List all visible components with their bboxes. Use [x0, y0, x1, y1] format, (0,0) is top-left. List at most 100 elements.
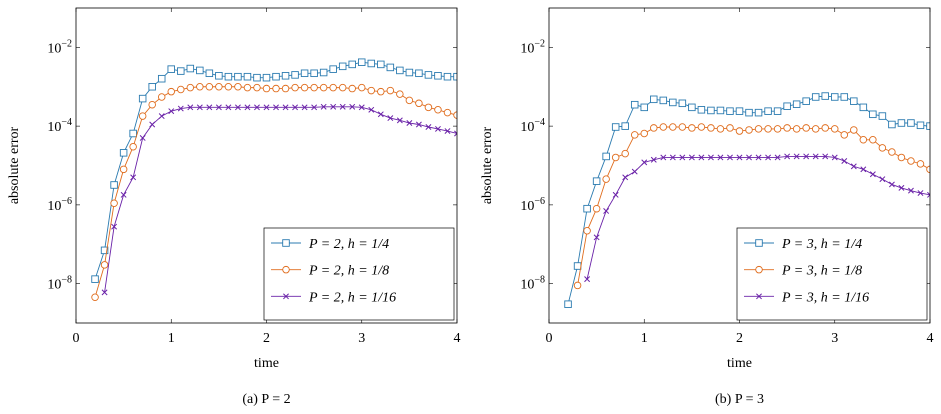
marker	[650, 95, 658, 104]
marker	[119, 149, 128, 157]
marker	[907, 119, 915, 127]
marker	[716, 125, 725, 133]
marker	[272, 72, 280, 81]
marker	[349, 103, 356, 110]
x-tick-label: 3	[358, 331, 365, 346]
marker	[659, 123, 668, 131]
marker	[850, 97, 858, 105]
y-tick-label: 10−2	[520, 38, 545, 56]
marker	[678, 99, 687, 108]
marker	[897, 119, 906, 127]
marker	[148, 82, 156, 91]
marker	[926, 165, 930, 174]
x-tick-label: 0	[73, 331, 80, 346]
marker	[792, 125, 801, 133]
legend-marker	[282, 265, 290, 274]
marker	[773, 125, 782, 133]
marker	[215, 104, 222, 111]
marker	[869, 136, 877, 144]
marker	[111, 223, 118, 230]
legend-label: P = 3, h = 1/16	[781, 290, 869, 305]
marker	[926, 122, 930, 130]
marker	[821, 92, 829, 100]
marker	[831, 93, 839, 101]
marker	[631, 168, 638, 175]
marker	[263, 104, 270, 111]
marker	[358, 104, 365, 111]
marker	[927, 191, 930, 198]
marker	[727, 154, 733, 161]
marker	[225, 104, 232, 111]
marker	[224, 72, 233, 81]
marker	[434, 72, 442, 80]
marker	[338, 62, 347, 71]
series-group	[564, 92, 930, 308]
marker	[311, 104, 318, 111]
marker	[869, 110, 877, 119]
marker	[319, 83, 328, 92]
marker	[697, 106, 706, 114]
y-tick-label: 10−8	[47, 275, 72, 293]
marker	[301, 104, 308, 111]
marker	[358, 58, 366, 66]
marker	[367, 59, 376, 68]
marker	[707, 124, 715, 132]
legend-marker	[755, 239, 763, 247]
marker	[698, 154, 705, 161]
marker	[697, 123, 706, 131]
marker	[745, 108, 753, 117]
marker	[612, 191, 619, 198]
marker	[841, 158, 848, 164]
y-tick-label: 10−6	[47, 196, 72, 214]
x-tick-label: 0	[546, 331, 553, 346]
y-tick-label: 10−4	[47, 117, 72, 135]
marker	[157, 93, 166, 101]
marker	[726, 124, 734, 132]
y-axis-label: absolute error	[7, 126, 22, 204]
marker	[878, 144, 887, 152]
y-tick-label: 10−6	[520, 196, 545, 214]
marker	[822, 153, 829, 160]
marker	[773, 107, 782, 115]
marker	[101, 289, 108, 296]
marker	[573, 281, 582, 290]
marker	[754, 125, 763, 133]
y-tick-label: 10−8	[520, 275, 545, 293]
marker	[821, 124, 829, 132]
marker	[907, 157, 915, 165]
marker	[745, 126, 753, 134]
marker	[244, 104, 251, 111]
marker	[888, 120, 896, 129]
marker	[196, 82, 204, 91]
marker	[879, 176, 886, 183]
marker	[282, 104, 289, 111]
marker	[897, 153, 906, 162]
marker	[783, 102, 791, 110]
marker	[583, 227, 591, 235]
marker	[831, 154, 838, 161]
marker	[320, 103, 327, 110]
marker	[669, 123, 677, 131]
marker	[707, 106, 715, 115]
marker	[621, 149, 629, 158]
marker	[205, 82, 214, 91]
marker	[215, 72, 223, 80]
marker	[329, 65, 337, 73]
marker	[765, 154, 772, 161]
marker	[717, 154, 724, 161]
marker	[281, 84, 290, 93]
marker	[424, 71, 433, 79]
marker	[640, 103, 649, 112]
marker	[186, 64, 195, 73]
x-tick-label: 4	[454, 331, 461, 346]
y-tick-label: 10−2	[47, 38, 72, 56]
marker	[196, 66, 204, 75]
legend-marker	[283, 293, 289, 300]
marker	[453, 111, 457, 119]
caption: (b) P = 3	[715, 392, 764, 407]
marker	[444, 128, 451, 134]
marker	[167, 65, 175, 73]
y-axis-label: absolute error	[480, 126, 495, 204]
marker	[888, 148, 896, 156]
marker	[453, 72, 457, 81]
